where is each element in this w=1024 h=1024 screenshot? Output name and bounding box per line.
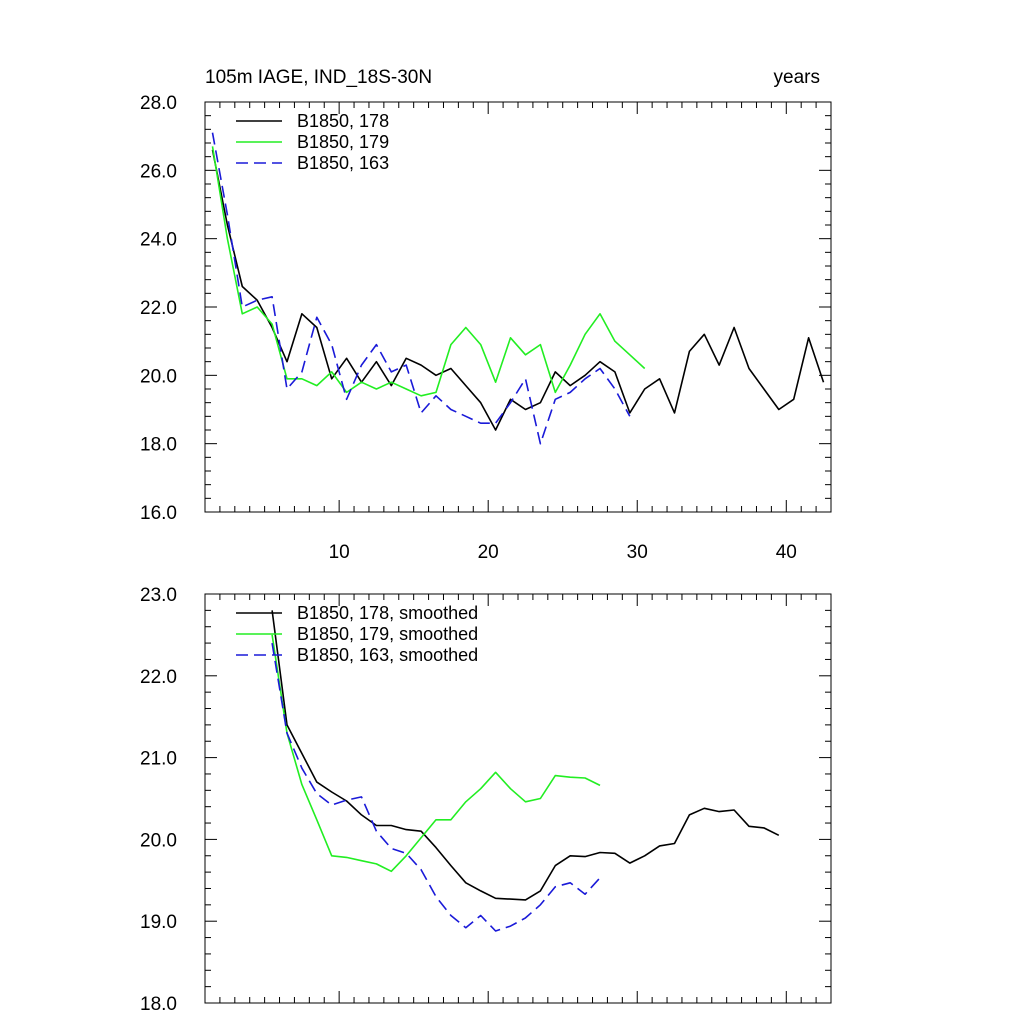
series-line-b1850-163-smoothed bbox=[271, 642, 601, 932]
y-tick-label: 18.0 bbox=[140, 435, 177, 456]
y-tick-label: 26.0 bbox=[140, 161, 177, 182]
x-tick-label: 20 bbox=[478, 542, 499, 563]
series-line-b1850-163 bbox=[211, 132, 631, 445]
series-line-b1850-179-smoothed bbox=[271, 634, 601, 873]
y-tick-label: 28.0 bbox=[140, 93, 177, 114]
y-tick-label: 19.0 bbox=[140, 912, 177, 933]
series-line-b1850-178-smoothed bbox=[271, 610, 780, 901]
x-tick-label: 40 bbox=[776, 542, 797, 563]
legend-label: B1850, 178, smoothed bbox=[297, 603, 478, 623]
y-tick-label: 22.0 bbox=[140, 298, 177, 319]
y-tick-label: 23.0 bbox=[140, 585, 177, 606]
chart-title-right: years bbox=[774, 67, 820, 88]
y-tick-label: 16.0 bbox=[140, 503, 177, 524]
chart-panel-1: 10 20 30 40 16.0 18.0 20.0 22.0 24.0 26.0 28.0 105m… bbox=[140, 67, 832, 563]
y-tick-label: 24.0 bbox=[140, 230, 177, 251]
y-tick-label: 20.0 bbox=[140, 366, 177, 387]
x-tick-label: 30 bbox=[627, 542, 648, 563]
legend-label: B1850, 179, smoothed bbox=[297, 624, 478, 644]
x-tick-label: 10 bbox=[329, 542, 350, 563]
series-line-b1850-179 bbox=[211, 146, 646, 397]
series-line-b1850-178 bbox=[211, 149, 825, 431]
legend-label: B1850, 163, smoothed bbox=[297, 645, 478, 665]
chart-panel-2: 18.0 19.0 20.0 21.0 22.0 23.0 B1850, 178, smoo… bbox=[140, 585, 832, 1015]
y-tick-label: 20.0 bbox=[140, 830, 177, 851]
y-tick-label: 22.0 bbox=[140, 667, 177, 688]
legend-label: B1850, 163 bbox=[297, 153, 389, 173]
legend-label: B1850, 179 bbox=[297, 132, 389, 152]
y-tick-label: 21.0 bbox=[140, 749, 177, 770]
y-tick-label: 18.0 bbox=[140, 994, 177, 1015]
legend-label: B1850, 178 bbox=[297, 111, 389, 131]
chart-title: 105m IAGE, IND_18S-30N bbox=[205, 67, 432, 88]
